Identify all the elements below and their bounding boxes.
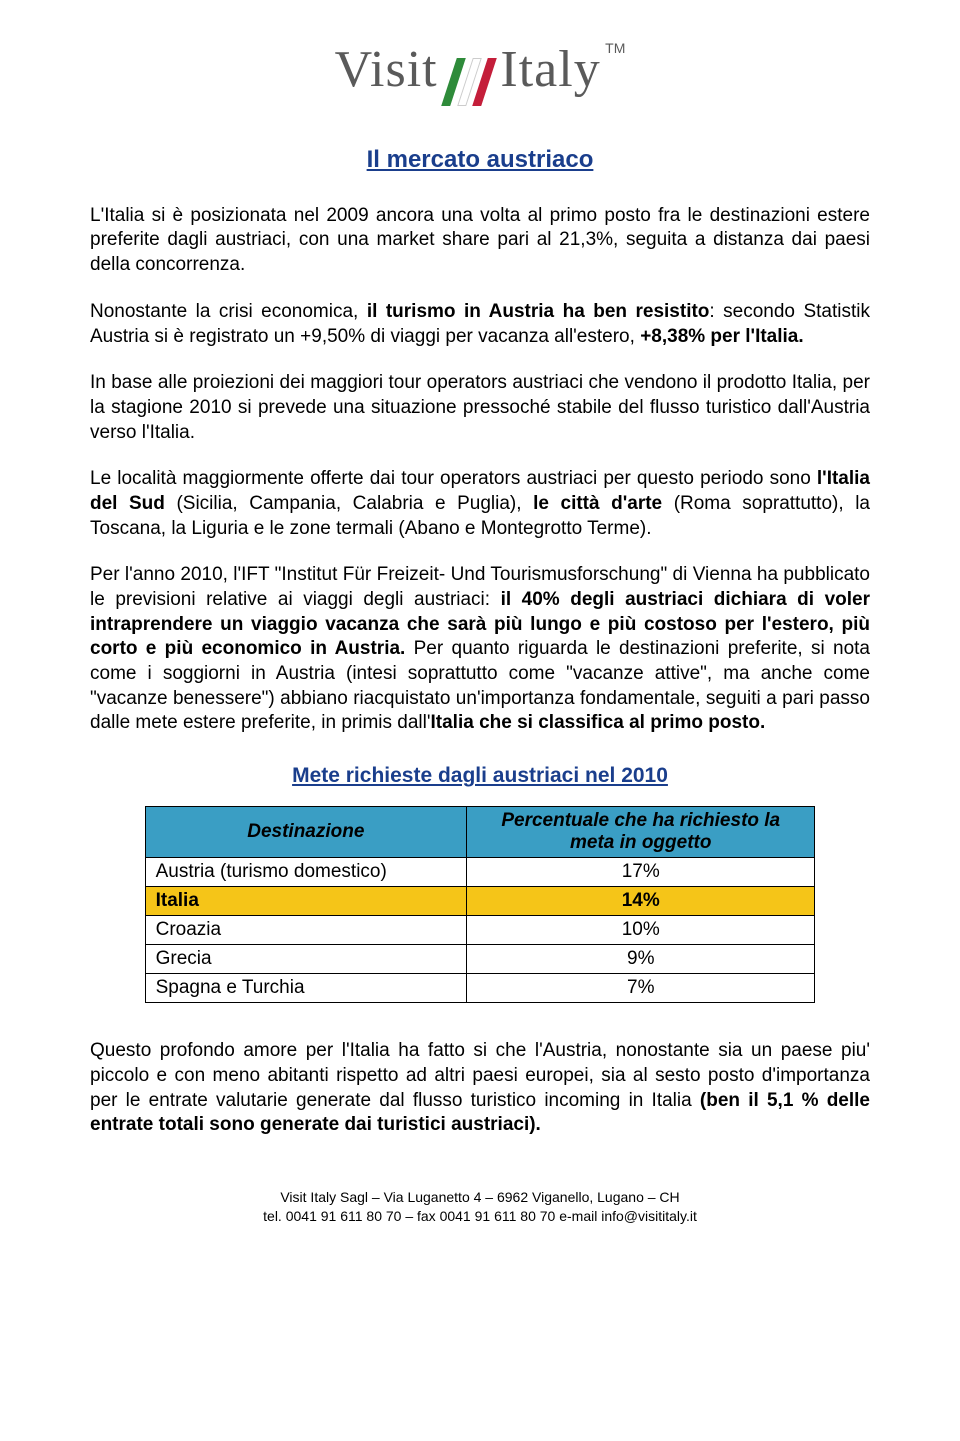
paragraph-6: Questo profondo amore per l'Italia ha fa… [90,1039,870,1138]
destinations-table: Destinazione Percentuale che ha richiest… [145,806,816,1003]
footer-address: Visit Italy Sagl – Via Luganetto 4 – 696… [90,1188,870,1208]
cell-percentage: 10% [467,916,815,945]
table-row-highlight: Italia 14% [145,887,815,916]
paragraph-3: In base alle proiezioni dei maggiori tou… [90,371,870,445]
logo-word-visit: Visit [335,41,438,98]
bold-text: +8,38% per l'Italia. [640,326,803,347]
cell-destination: Croazia [145,916,467,945]
table-row: Grecia 9% [145,945,815,974]
bold-text: le città d'arte [533,493,674,514]
bold-text: Italia che si classifica al primo posto. [431,712,766,733]
paragraph-4: Le località maggiormente offerte dai tou… [90,467,870,541]
table-row: Spagna e Turchia 7% [145,974,815,1003]
table-row: Croazia 10% [145,916,815,945]
cell-destination: Spagna e Turchia [145,974,467,1003]
italy-flag-slashes-icon [448,58,490,106]
cell-percentage: 9% [467,945,815,974]
bold-text: il turismo in Austria ha ben resistito [367,301,710,322]
text: Nonostante la crisi economica, [90,301,367,322]
cell-percentage: 17% [467,858,815,887]
cell-destination: Austria (turismo domestico) [145,858,467,887]
header-destination: Destinazione [145,807,467,858]
logo-word-italy: Italy [500,41,600,98]
table-row: Austria (turismo domestico) 17% [145,858,815,887]
cell-percentage: 7% [467,974,815,1003]
footer: Visit Italy Sagl – Via Luganetto 4 – 696… [90,1188,870,1227]
table-title: Mete richieste dagli austriaci nel 2010 [90,764,870,788]
header-percentage: Percentuale che ha richiesto la meta in … [467,807,815,858]
document-page: Visit Italy TM Il mercato austriaco L'It… [0,0,960,1257]
table-header-row: Destinazione Percentuale che ha richiest… [145,807,815,858]
page-title: Il mercato austriaco [90,146,870,174]
footer-contact: tel. 0041 91 611 80 70 – fax 0041 91 611… [90,1207,870,1227]
cell-destination: Grecia [145,945,467,974]
paragraph-2: Nonostante la crisi economica, il turism… [90,300,870,349]
cell-destination: Italia [145,887,467,916]
paragraph-5: Per l'anno 2010, l'IFT "Institut Für Fre… [90,563,870,736]
cell-percentage: 14% [467,887,815,916]
text: (Sicilia, Campania, Calabria e Puglia), [176,493,533,514]
paragraph-1: L'Italia si è posizionata nel 2009 ancor… [90,204,870,278]
text: Le località maggiormente offerte dai tou… [90,468,817,489]
trademark-icon: TM [605,40,625,56]
logo: Visit Italy TM [90,40,870,106]
text: L'Italia si è posizionata nel 2009 ancor… [90,205,870,275]
